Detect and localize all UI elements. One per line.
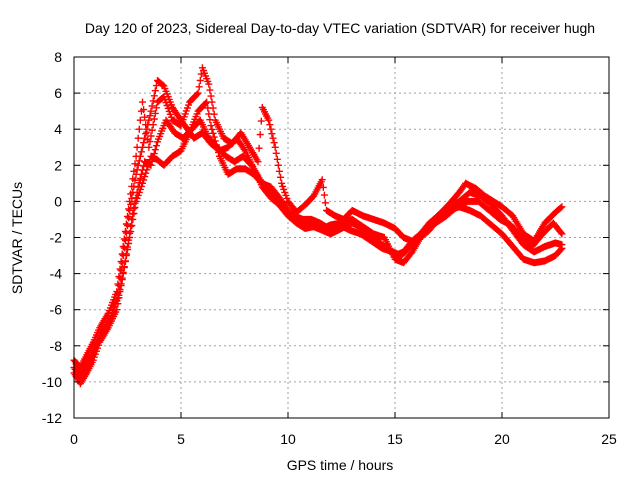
y-tick-label: 0 — [54, 193, 62, 209]
data-point-markers — [72, 116, 566, 379]
series-trace-2 — [70, 98, 566, 388]
data-point-markers — [70, 98, 566, 388]
x-tick-label: 0 — [70, 431, 78, 447]
y-tick-label: 8 — [54, 49, 62, 65]
y-tick-label: -4 — [50, 266, 63, 282]
y-tick-label: -10 — [42, 374, 62, 390]
chart-title: Day 120 of 2023, Sidereal Day-to-day VTE… — [85, 20, 595, 36]
x-tick-label: 10 — [280, 431, 296, 447]
series-trace-4 — [72, 116, 566, 379]
y-axis-label: SDTVAR / TECUs — [9, 182, 25, 294]
x-tick-label: 20 — [494, 431, 510, 447]
data-point-markers — [70, 64, 566, 371]
x-tick-label: 25 — [601, 431, 617, 447]
y-tick-label: 2 — [54, 157, 62, 173]
x-tick-label: 5 — [177, 431, 185, 447]
y-tick-label: -2 — [50, 230, 63, 246]
y-tick-label: -12 — [42, 410, 62, 426]
y-tick-label: 4 — [54, 121, 62, 137]
data-series — [70, 64, 566, 388]
series-trace-3 — [70, 64, 566, 371]
axis-ticks: 0 5 10 15 20 25 -12 -10 -8 -6 -4 -2 0 2 4 6 8 — [42, 49, 617, 447]
x-axis-label: GPS time / hours — [287, 457, 394, 473]
y-tick-label: -8 — [50, 338, 63, 354]
y-tick-label: 6 — [54, 85, 62, 101]
x-tick-label: 15 — [387, 431, 403, 447]
y-tick-label: -6 — [50, 302, 63, 318]
